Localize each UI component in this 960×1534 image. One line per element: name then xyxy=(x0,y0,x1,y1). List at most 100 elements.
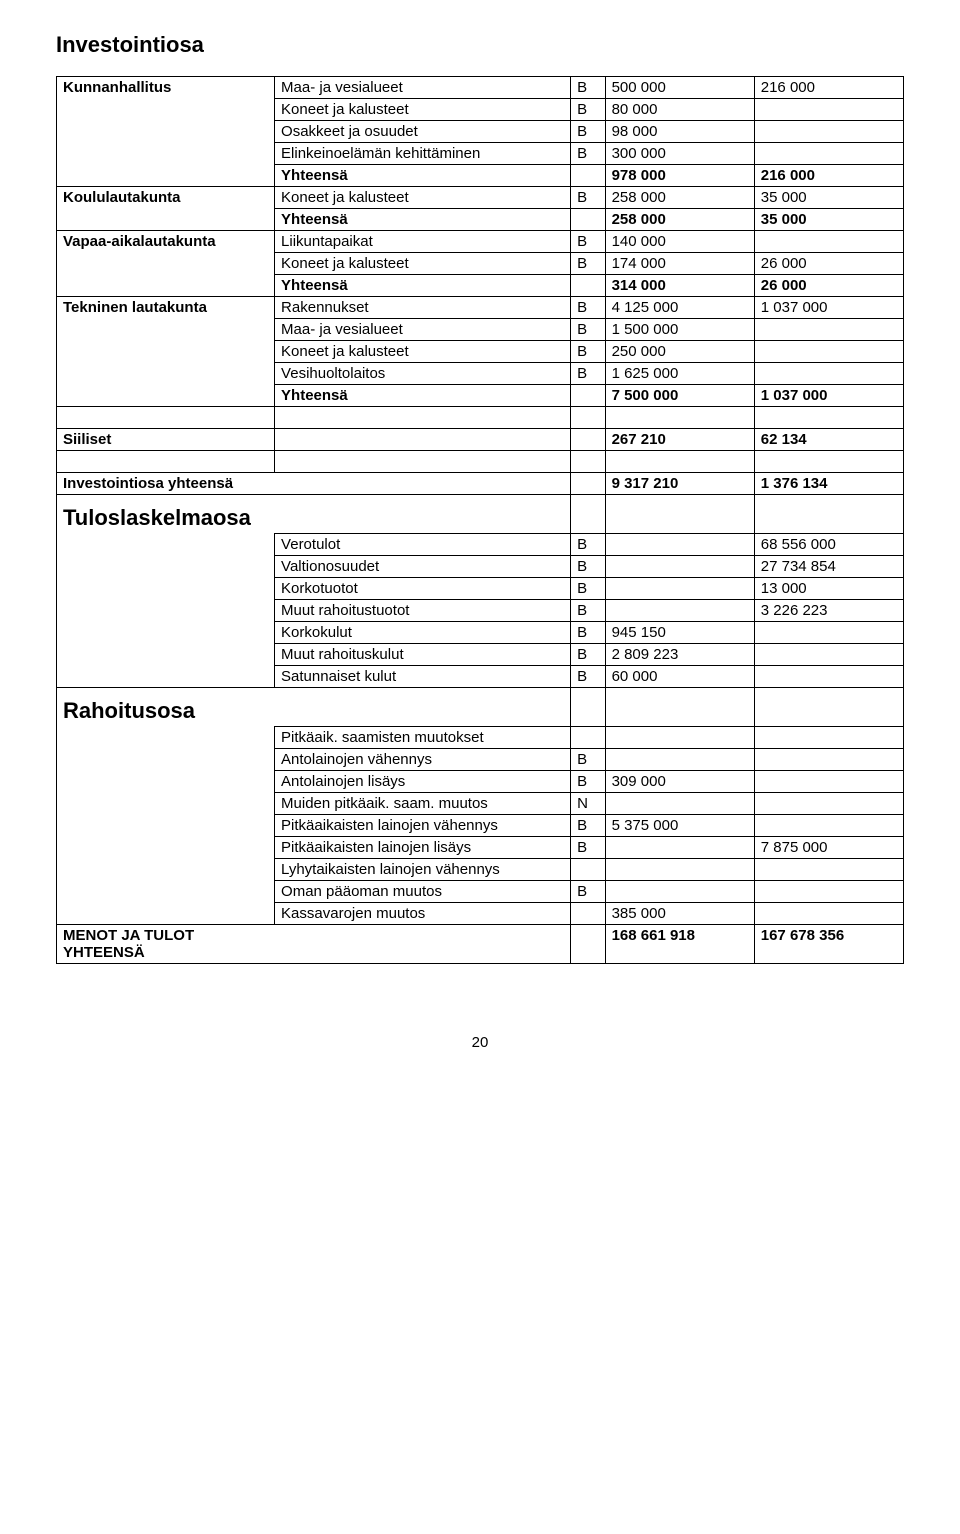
code-cell: B xyxy=(571,578,605,600)
value-cell: 258 000 xyxy=(605,187,754,209)
value-cell: 7 875 000 xyxy=(754,837,903,859)
item-cell: Yhteensä xyxy=(275,209,571,231)
item-cell: Muiden pitkäaik. saam. muutos xyxy=(275,793,571,815)
item-cell: Antolainojen vähennys xyxy=(275,749,571,771)
value-cell: 1 500 000 xyxy=(605,319,754,341)
code-cell: B xyxy=(571,99,605,121)
org-cell: Kunnanhallitus xyxy=(57,77,275,99)
value-cell: 7 500 000 xyxy=(605,385,754,407)
code-cell: B xyxy=(571,534,605,556)
item-cell: Koneet ja kalusteet xyxy=(275,253,571,275)
code-cell: B xyxy=(571,319,605,341)
value-cell: 26 000 xyxy=(754,275,903,297)
value-cell: 167 678 356 xyxy=(754,925,903,964)
item-cell: Yhteensä xyxy=(275,385,571,407)
item-cell: Maa- ja vesialueet xyxy=(275,77,571,99)
code-cell: B xyxy=(571,622,605,644)
value-cell: 1 625 000 xyxy=(605,363,754,385)
value-cell: 35 000 xyxy=(754,187,903,209)
code-cell: B xyxy=(571,837,605,859)
value-cell: 60 000 xyxy=(605,666,754,688)
item-cell: Vesihuoltolaitos xyxy=(275,363,571,385)
value-cell: 98 000 xyxy=(605,121,754,143)
value-cell: 978 000 xyxy=(605,165,754,187)
code-cell: B xyxy=(571,297,605,319)
item-cell: Kassavarojen muutos xyxy=(275,903,571,925)
section-title-rahoitusosa: Rahoitusosa xyxy=(57,688,571,727)
org-cell: Vapaa-aikalautakunta xyxy=(57,231,275,253)
value-cell: 216 000 xyxy=(754,77,903,99)
value-cell: 13 000 xyxy=(754,578,903,600)
code-cell: B xyxy=(571,600,605,622)
value-cell: 216 000 xyxy=(754,165,903,187)
value-cell: 80 000 xyxy=(605,99,754,121)
value-cell: 168 661 918 xyxy=(605,925,754,964)
item-cell: Muut rahoituskulut xyxy=(275,644,571,666)
value-cell: 945 150 xyxy=(605,622,754,644)
item-cell: Koneet ja kalusteet xyxy=(275,99,571,121)
value-cell: 1 376 134 xyxy=(754,473,903,495)
item-cell: Korkotuotot xyxy=(275,578,571,600)
item-cell: Liikuntapaikat xyxy=(275,231,571,253)
code-cell: B xyxy=(571,666,605,688)
item-cell: Maa- ja vesialueet xyxy=(275,319,571,341)
item-cell: Yhteensä xyxy=(275,275,571,297)
code-cell: B xyxy=(571,143,605,165)
code-cell: B xyxy=(571,815,605,837)
code-cell: B xyxy=(571,341,605,363)
code-cell: B xyxy=(571,187,605,209)
value-cell: 258 000 xyxy=(605,209,754,231)
section-title-tuloslaskelmaosa: Tuloslaskelmaosa xyxy=(57,495,571,534)
item-cell: Elinkeinoelämän kehittäminen xyxy=(275,143,571,165)
code-cell: B xyxy=(571,231,605,253)
code-cell: B xyxy=(571,644,605,666)
code-cell: B xyxy=(571,363,605,385)
value-cell: 4 125 000 xyxy=(605,297,754,319)
org-cell: Tekninen lautakunta xyxy=(57,297,275,319)
item-cell: Rakennukset xyxy=(275,297,571,319)
item-cell: Oman pääoman muutos xyxy=(275,881,571,903)
item-cell: Pitkäaikaisten lainojen lisäys xyxy=(275,837,571,859)
value-cell: 1 037 000 xyxy=(754,297,903,319)
value-cell: 140 000 xyxy=(605,231,754,253)
item-cell: Pitkäaikaisten lainojen vähennys xyxy=(275,815,571,837)
value-cell: 27 734 854 xyxy=(754,556,903,578)
value-cell: 385 000 xyxy=(605,903,754,925)
value-cell: 5 375 000 xyxy=(605,815,754,837)
code-cell: B xyxy=(571,253,605,275)
value-cell: 2 809 223 xyxy=(605,644,754,666)
item-cell: Antolainojen lisäys xyxy=(275,771,571,793)
code-cell: B xyxy=(571,77,605,99)
value-cell: 1 037 000 xyxy=(754,385,903,407)
value-cell: 314 000 xyxy=(605,275,754,297)
item-cell: Verotulot xyxy=(275,534,571,556)
code-cell: B xyxy=(571,881,605,903)
value-cell: 300 000 xyxy=(605,143,754,165)
code-cell: B xyxy=(571,771,605,793)
item-cell: Muut rahoitustuotot xyxy=(275,600,571,622)
org-cell: Investointiosa yhteensä xyxy=(57,473,275,495)
value-cell: 35 000 xyxy=(754,209,903,231)
item-cell: Koneet ja kalusteet xyxy=(275,187,571,209)
value-cell: 68 556 000 xyxy=(754,534,903,556)
item-cell: Satunnaiset kulut xyxy=(275,666,571,688)
value-cell: 500 000 xyxy=(605,77,754,99)
item-cell: Valtionosuudet xyxy=(275,556,571,578)
section-title-investointiosa: Investointiosa xyxy=(56,32,904,58)
item-cell: Lyhytaikaisten lainojen vähennys xyxy=(275,859,571,881)
code-cell: B xyxy=(571,749,605,771)
value-cell: 267 210 xyxy=(605,429,754,451)
value-cell: 62 134 xyxy=(754,429,903,451)
code-cell: B xyxy=(571,121,605,143)
item-cell: Pitkäaik. saamisten muutokset xyxy=(275,727,571,749)
value-cell: 309 000 xyxy=(605,771,754,793)
item-cell: Osakkeet ja osuudet xyxy=(275,121,571,143)
value-cell: 250 000 xyxy=(605,341,754,363)
org-cell: MENOT JA TULOT YHTEENSÄ xyxy=(57,925,275,964)
item-cell: Koneet ja kalusteet xyxy=(275,341,571,363)
value-cell: 174 000 xyxy=(605,253,754,275)
budget-table: Kunnanhallitus Maa- ja vesialueet B 500 … xyxy=(56,76,904,964)
org-cell: Koululautakunta xyxy=(57,187,275,209)
page-number: 20 xyxy=(56,1034,904,1051)
org-cell: Siiliset xyxy=(57,429,275,451)
